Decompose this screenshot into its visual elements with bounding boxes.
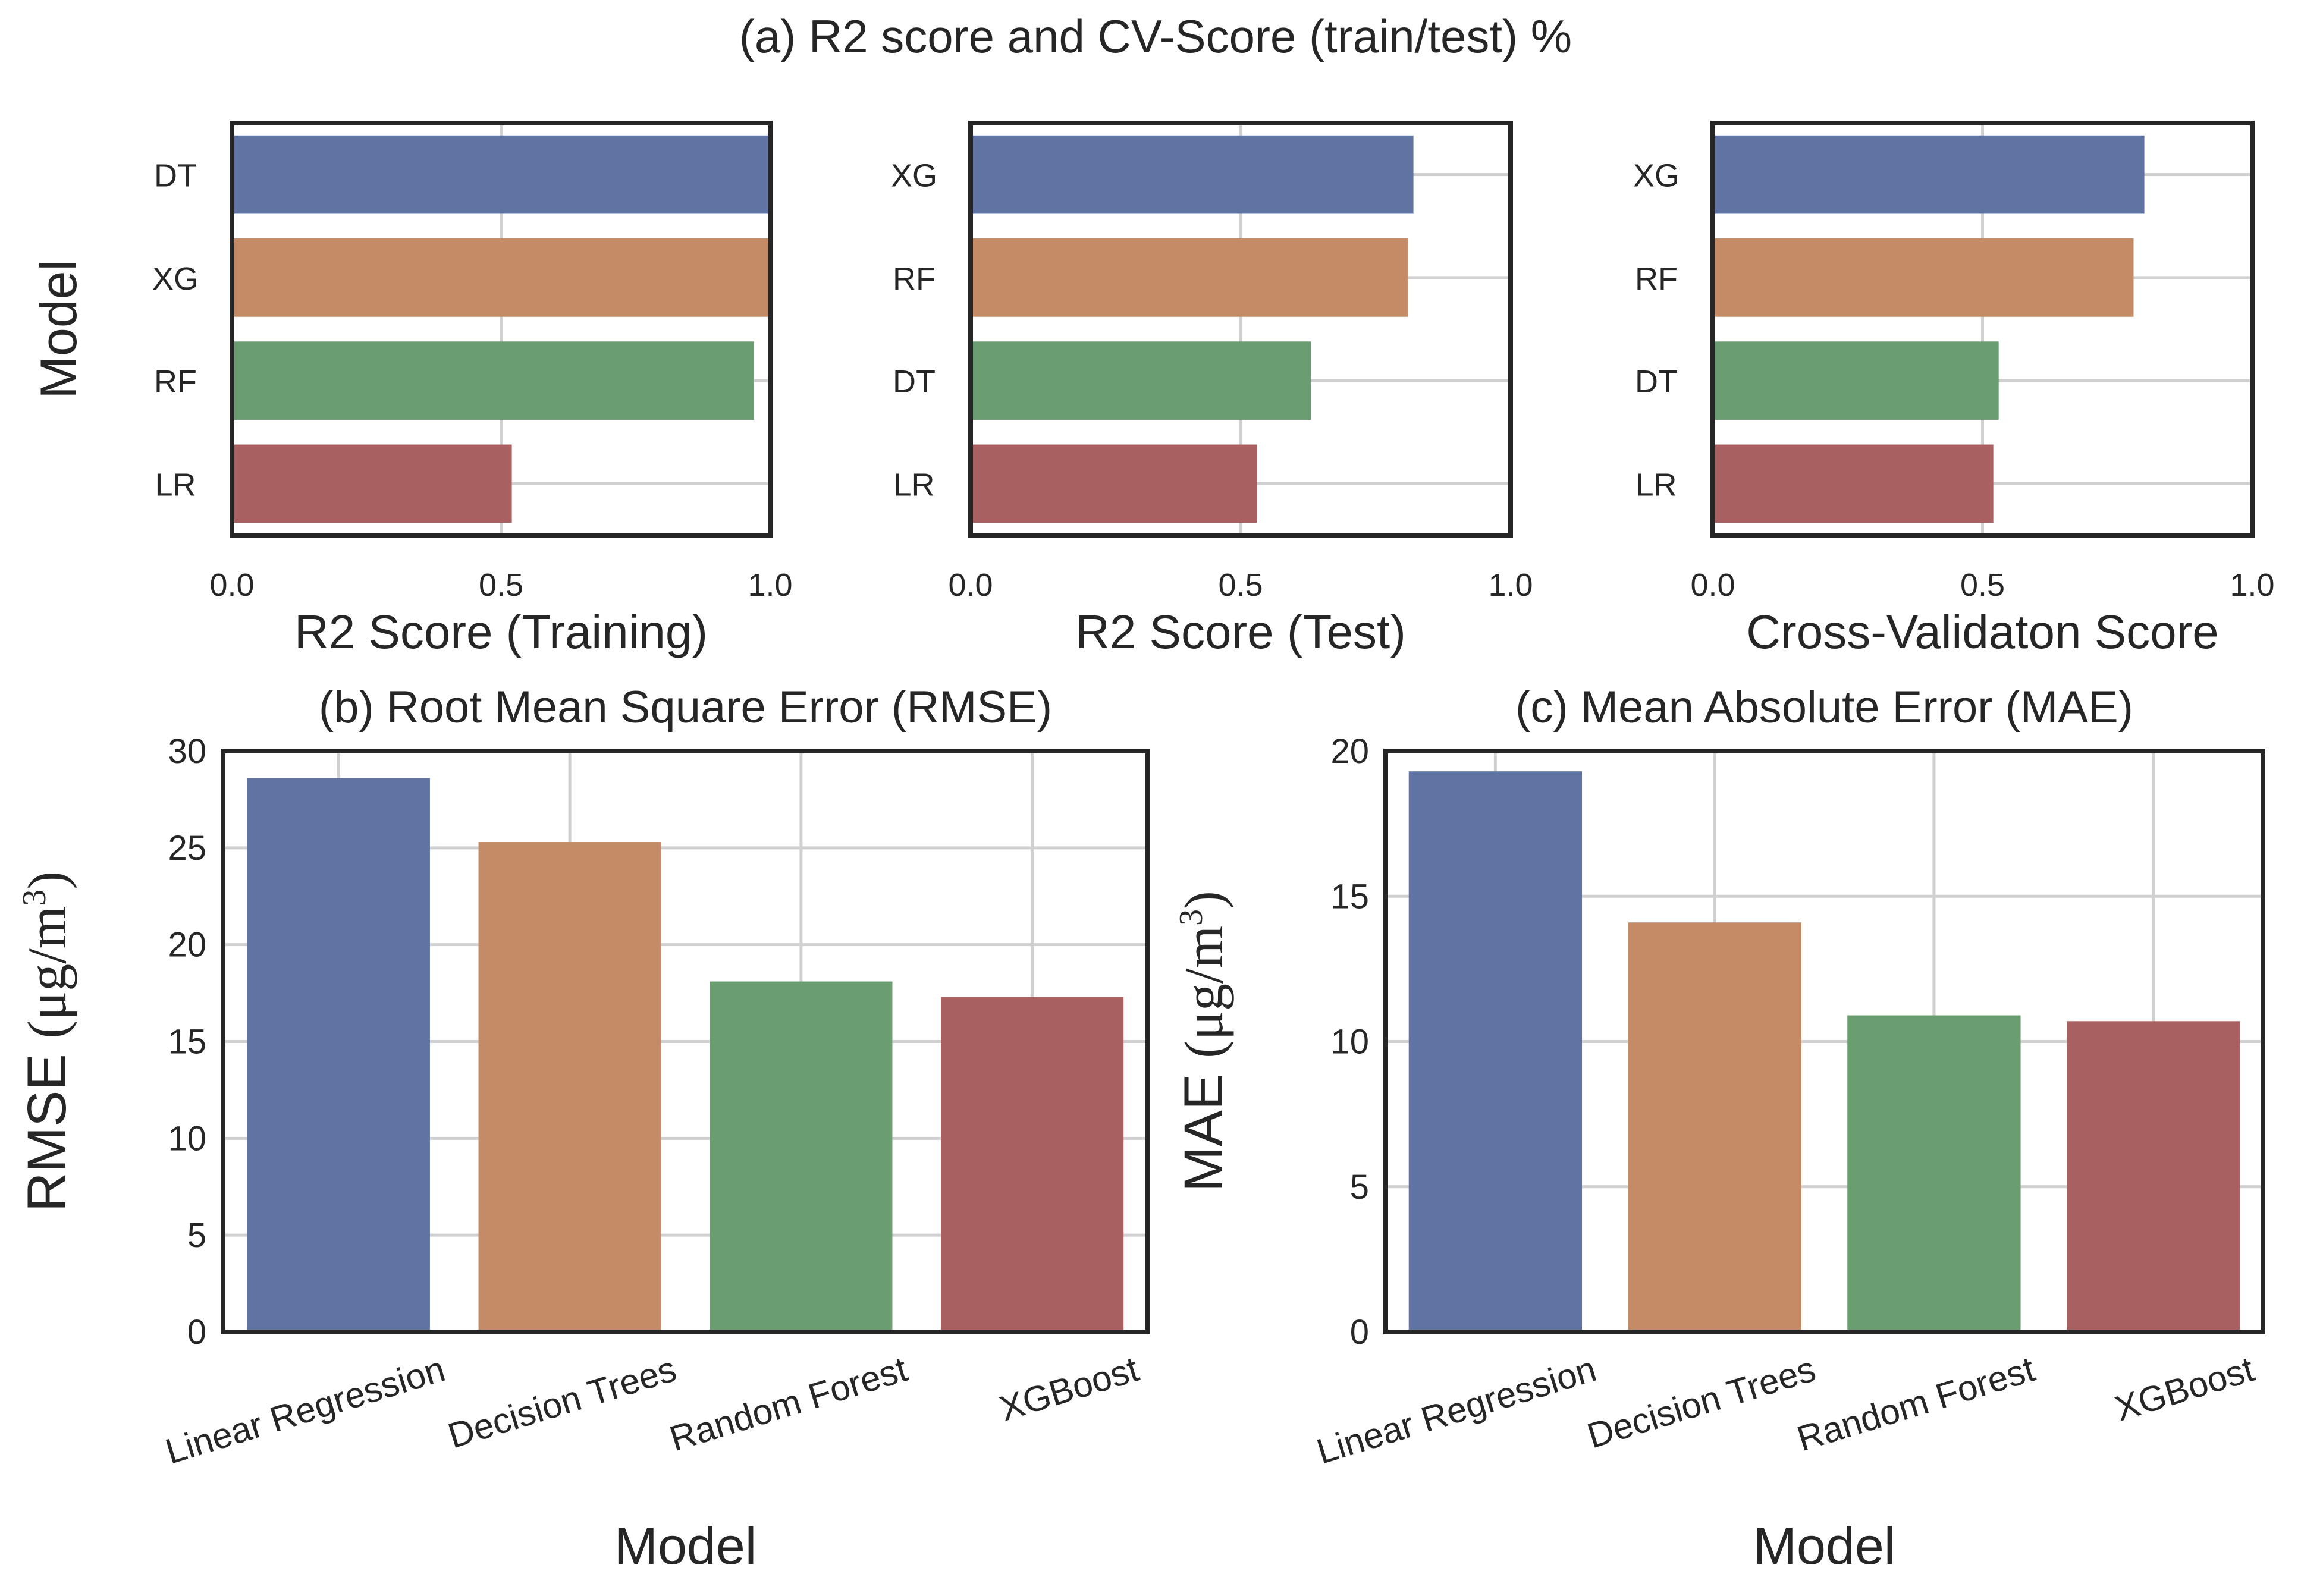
bar-decision-trees — [478, 842, 661, 1332]
category-label: DT — [893, 364, 936, 400]
chart-title: (b) Root Mean Square Error (RMSE) — [319, 682, 1052, 733]
y-axis-label-unit: (μg/m — [17, 906, 77, 1039]
y-tick-label: 20 — [168, 926, 206, 964]
bar-lr — [1713, 444, 1994, 523]
category-label: RF — [154, 364, 197, 400]
bar-lr — [232, 444, 512, 523]
bar-rf — [232, 341, 754, 420]
axes-frame — [1710, 121, 2255, 538]
x-tick-label: Linear Regression — [1312, 1349, 1600, 1471]
x-axis-label: R2 Score (Training) — [294, 605, 708, 658]
bar-xg — [971, 135, 1414, 214]
category-label: XG — [1633, 158, 1680, 194]
x-tick-label: Random Forest — [665, 1349, 912, 1459]
category-label: LR — [893, 467, 934, 502]
x-tick-label: Random Forest — [1793, 1349, 2039, 1459]
y-tick-label: 5 — [187, 1216, 206, 1255]
y-tick-label: 0 — [187, 1313, 206, 1352]
y-axis-label-main: MAE — [1173, 1058, 1234, 1192]
y-axis-label: Model — [30, 259, 87, 398]
y-axis-label: RMSE (μg/m3) — [16, 871, 77, 1212]
y-axis-label-superscript: 3 — [1173, 909, 1210, 926]
bar-rf — [971, 238, 1408, 317]
x-axis-label: R2 Score (Test) — [1075, 605, 1406, 658]
y-tick-label: 30 — [168, 732, 206, 771]
axes-frame — [968, 121, 1513, 538]
category-label: XG — [891, 158, 937, 194]
y-axis-label-close: ) — [1173, 891, 1234, 909]
category-label: LR — [155, 467, 196, 502]
y-tick-label: 25 — [168, 829, 206, 868]
bar-xgboost — [2066, 1021, 2240, 1332]
x-tick-label: Decision Trees — [444, 1349, 681, 1456]
x-axis-label: Cross-Validaton Score — [1746, 605, 2218, 658]
bar-dt — [232, 135, 770, 214]
x-tick-label: 1.0 — [748, 567, 792, 603]
panel-a2: XG RF DT LR 0.0 0.5 1.0 R2 Score (Test) — [891, 121, 1533, 658]
chart-title: (c) Mean Absolute Error (MAE) — [1515, 682, 2133, 733]
axes-frame — [230, 121, 773, 538]
category-label: LR — [1635, 467, 1677, 502]
bar-xg — [232, 238, 770, 317]
x-tick-label: 0.5 — [1960, 567, 2005, 603]
bar-dt — [971, 341, 1311, 420]
bar-xgboost — [941, 997, 1124, 1332]
x-axis-label: Model — [614, 1516, 757, 1575]
bar-lr — [971, 444, 1257, 523]
bar-xg — [1713, 135, 2145, 214]
y-tick-label: 10 — [168, 1119, 206, 1158]
y-tick-label: 15 — [168, 1023, 206, 1061]
bar-rf — [1713, 238, 2134, 317]
category-label: RF — [1635, 261, 1678, 297]
y-axis-label-unit: (μg/m — [1173, 926, 1234, 1058]
bar-linear-regression — [1408, 771, 1583, 1332]
panel-a3: XG RF DT LR 0.0 0.5 1.0 Cross-Validaton Score — [1633, 121, 2275, 658]
x-tick-label: 1.0 — [1488, 567, 1533, 603]
x-tick-label: 0.0 — [209, 567, 254, 603]
y-axis-label-main: RMSE — [17, 1039, 77, 1212]
y-tick-label: 10 — [1330, 1023, 1369, 1061]
x-tick-label: 0.5 — [1218, 567, 1263, 603]
bar-random-forest — [1847, 1015, 2021, 1332]
x-tick-label: 0.5 — [479, 567, 523, 603]
x-tick-label: Decision Trees — [1583, 1349, 1820, 1456]
category-label: DT — [1635, 364, 1678, 400]
x-tick-label: 0.0 — [1690, 567, 1735, 603]
x-axis-label: Model — [1753, 1516, 1896, 1575]
x-tick-label: 1.0 — [2230, 567, 2274, 603]
figure-title: (a) R2 score and CV-Score (train/test) % — [739, 10, 1572, 62]
panel-b: (b) Root Mean Square Error (RMSE) 0 5 10 15 2… — [16, 682, 1150, 1575]
category-label: DT — [154, 158, 197, 194]
bar-linear-regression — [247, 778, 430, 1332]
y-tick-label: 20 — [1330, 732, 1369, 771]
y-tick-label: 0 — [1350, 1313, 1369, 1352]
x-tick-label: XGBoost — [2111, 1349, 2259, 1428]
category-label: XG — [152, 261, 199, 297]
y-axis-label-close: ) — [17, 871, 77, 890]
y-axis-label-superscript: 3 — [16, 890, 53, 906]
bar-dt — [1713, 341, 1999, 420]
bar-random-forest — [710, 981, 893, 1332]
panel-a1: DT XG RF LR 0.0 0.5 1.0 R2 Score (Training) Mode… — [30, 121, 793, 658]
y-axis-label: MAE (μg/m3) — [1173, 891, 1234, 1192]
x-tick-label: 0.0 — [948, 567, 993, 603]
x-tick-label: Linear Regression — [161, 1349, 450, 1471]
bar-decision-trees — [1628, 922, 1801, 1332]
axes-frame — [1383, 749, 2265, 1334]
y-tick-label: 15 — [1330, 877, 1369, 916]
x-tick-label: XGBoost — [995, 1349, 1144, 1428]
y-tick-label: 5 — [1350, 1168, 1369, 1207]
category-label: RF — [893, 261, 936, 297]
axes-frame — [221, 749, 1150, 1334]
panel-c: (c) Mean Absolute Error (MAE) 0 5 10 15 20 Lin… — [1173, 682, 2265, 1575]
